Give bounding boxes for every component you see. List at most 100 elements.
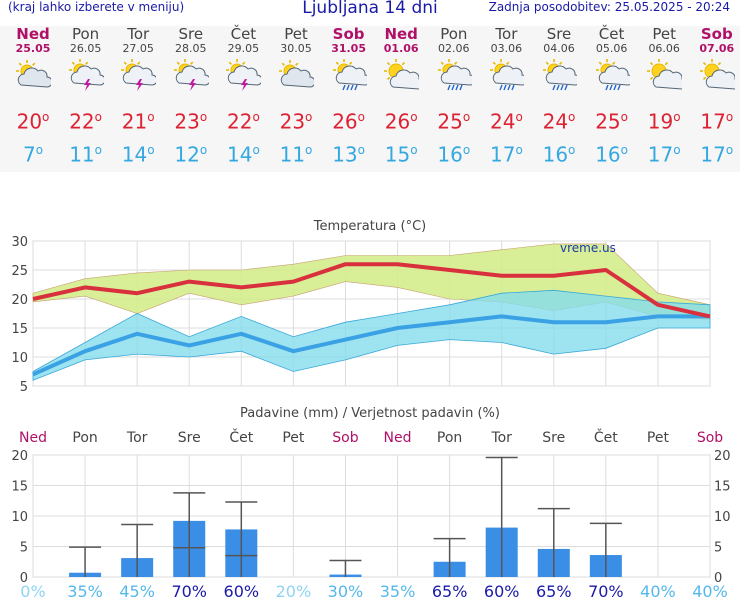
sun-rain-icon: [490, 59, 528, 91]
sun-rain-icon: [437, 59, 476, 91]
thunderstorm-icon: [121, 59, 158, 91]
y-tick-label: 30: [11, 236, 28, 250]
y-tick-label: 15: [11, 322, 28, 337]
sun-rain-icon: [595, 59, 634, 91]
min-temperature: 14o: [226, 142, 260, 167]
precipitation-chart-title: Padavine (mm) / Verjetnost padavin (%): [0, 406, 740, 421]
temperature-chart-title: Temperatura (°C): [0, 219, 740, 234]
y-tick-label-right: 5: [714, 541, 722, 556]
thunderstorm-icon: [226, 59, 263, 91]
day-column: Pon 02.06 25o 16o: [428, 26, 480, 166]
max-temperature-line: [32, 262, 711, 319]
day-column: Ned 01.06 26o 15o: [375, 26, 427, 166]
day-column: Čet 05.06 25o 16o: [586, 26, 638, 166]
min-temperature: 16o: [595, 142, 628, 167]
max-temperature: 23o: [174, 109, 208, 134]
precipitation-probability: 40%: [640, 582, 676, 600]
day-column: Sre 04.06 24o 16o: [533, 26, 585, 166]
min-temperature: 16o: [437, 142, 471, 167]
day-date: 25.05: [15, 42, 51, 55]
y-tick-label-right: 0: [714, 571, 722, 586]
day-date: 26.05: [69, 42, 102, 55]
y-tick-label-right: 10: [714, 510, 731, 525]
day-name: Ned: [16, 25, 50, 43]
max-temperature: 20o: [16, 109, 50, 134]
max-temperature: 26o: [384, 109, 418, 134]
y-tick-label: 5: [20, 380, 28, 395]
precipitation-chart: Ned Pon Tor Sre Čet Pet Sob Ned Pon Tor Sre Čet Pet S…: [11, 428, 731, 600]
sun-rain-icon: [543, 59, 581, 91]
day-name: Ned: [384, 25, 418, 43]
max-temperature: 25o: [437, 109, 471, 134]
error-bar: [173, 492, 206, 577]
thunderstorm-icon: [173, 59, 211, 91]
min-temperature: 16o: [542, 142, 576, 167]
precipitation-probability: 60%: [484, 582, 520, 600]
thunderstorm-icon: [68, 59, 106, 91]
page-title: Ljubljana 14 dni: [302, 0, 438, 18]
day-date: 07.06: [699, 42, 735, 55]
sun-rain-icon: [332, 59, 371, 91]
day-name: Pon: [71, 25, 100, 43]
day-date: 03.06: [490, 42, 523, 55]
day-name: Čet: [598, 25, 625, 43]
day-label: Pet: [282, 430, 305, 446]
min-temperature: 11o: [69, 142, 102, 167]
y-tick-label: 10: [11, 510, 28, 525]
day-column: Pet 30.05 23o 11o: [270, 26, 322, 166]
temperature-chart: 5 10 15 20 25 30 vreme.us: [11, 236, 711, 395]
day-label: Sre: [178, 430, 201, 446]
day-name: Pet: [652, 25, 676, 43]
header: (kraj lahko izberete v meniju) Ljubljana…: [0, 0, 740, 22]
day-label: Pet: [647, 430, 670, 446]
max-temperature: 24o: [542, 109, 576, 134]
error-bar: [433, 537, 466, 577]
day-label: Ned: [384, 430, 412, 446]
precipitation-probability: 0%: [20, 582, 45, 600]
day-label: Tor: [490, 430, 512, 446]
day-column: Sre 28.05 23o 12o: [165, 26, 217, 166]
sun-cloud-icon: [384, 59, 425, 90]
day-label: Sob: [332, 430, 358, 446]
min-temperature: 15o: [384, 142, 418, 167]
y-tick-label: 10: [11, 351, 28, 366]
min-temperature: 17o: [489, 142, 523, 167]
day-name: Sob: [332, 25, 365, 43]
day-date: 27.05: [122, 42, 154, 55]
location-menu-note[interactable]: (kraj lahko izberete v meniju): [8, 0, 185, 14]
max-temperature: 22o: [226, 109, 260, 134]
day-column: Pon 26.05 22o 11o: [60, 26, 112, 166]
day-column: Pet 06.06 19o 17o: [638, 26, 690, 166]
day-name: Sre: [178, 25, 204, 43]
day-date: 04.06: [543, 42, 575, 55]
y-tick-label: 15: [11, 480, 28, 495]
precipitation-probability: 35%: [67, 582, 103, 600]
y-tick-label-right: 15: [714, 480, 731, 495]
day-label: Pon: [72, 430, 97, 446]
temperature-chart-title-text: Temperatura (°C): [313, 219, 427, 234]
y-tick-label: 25: [11, 264, 28, 279]
error-bar: [121, 523, 154, 577]
max-temperature: 19o: [647, 109, 681, 134]
day-name: Sob: [700, 25, 733, 43]
partly-cloudy-icon: [279, 60, 316, 88]
day-date: 31.05: [331, 42, 366, 55]
y-tick-label-right: 20: [714, 449, 731, 464]
y-tick-label: 20: [11, 449, 28, 464]
max-temperature: 23o: [279, 109, 313, 134]
day-date: 29.05: [227, 42, 260, 55]
day-name: Tor: [495, 25, 518, 43]
max-temperature: 22o: [69, 109, 102, 134]
day-column: Sob 07.06 17o 17o: [691, 26, 740, 166]
max-temperature: 24o: [489, 109, 523, 134]
day-column: Ned 25.05 20o 7o: [7, 26, 59, 166]
y-tick-label: 0: [20, 571, 28, 586]
day-date: 01.06: [383, 42, 419, 55]
min-temperature: 17o: [700, 142, 734, 167]
day-column: Tor 27.05 21o 14o: [112, 26, 164, 166]
precipitation-probability: 60%: [224, 582, 260, 600]
precipitation-probability: 30%: [328, 582, 364, 600]
min-temperature: 17o: [647, 142, 681, 167]
error-bar: [225, 501, 258, 577]
y-tick-label: 5: [20, 541, 28, 556]
